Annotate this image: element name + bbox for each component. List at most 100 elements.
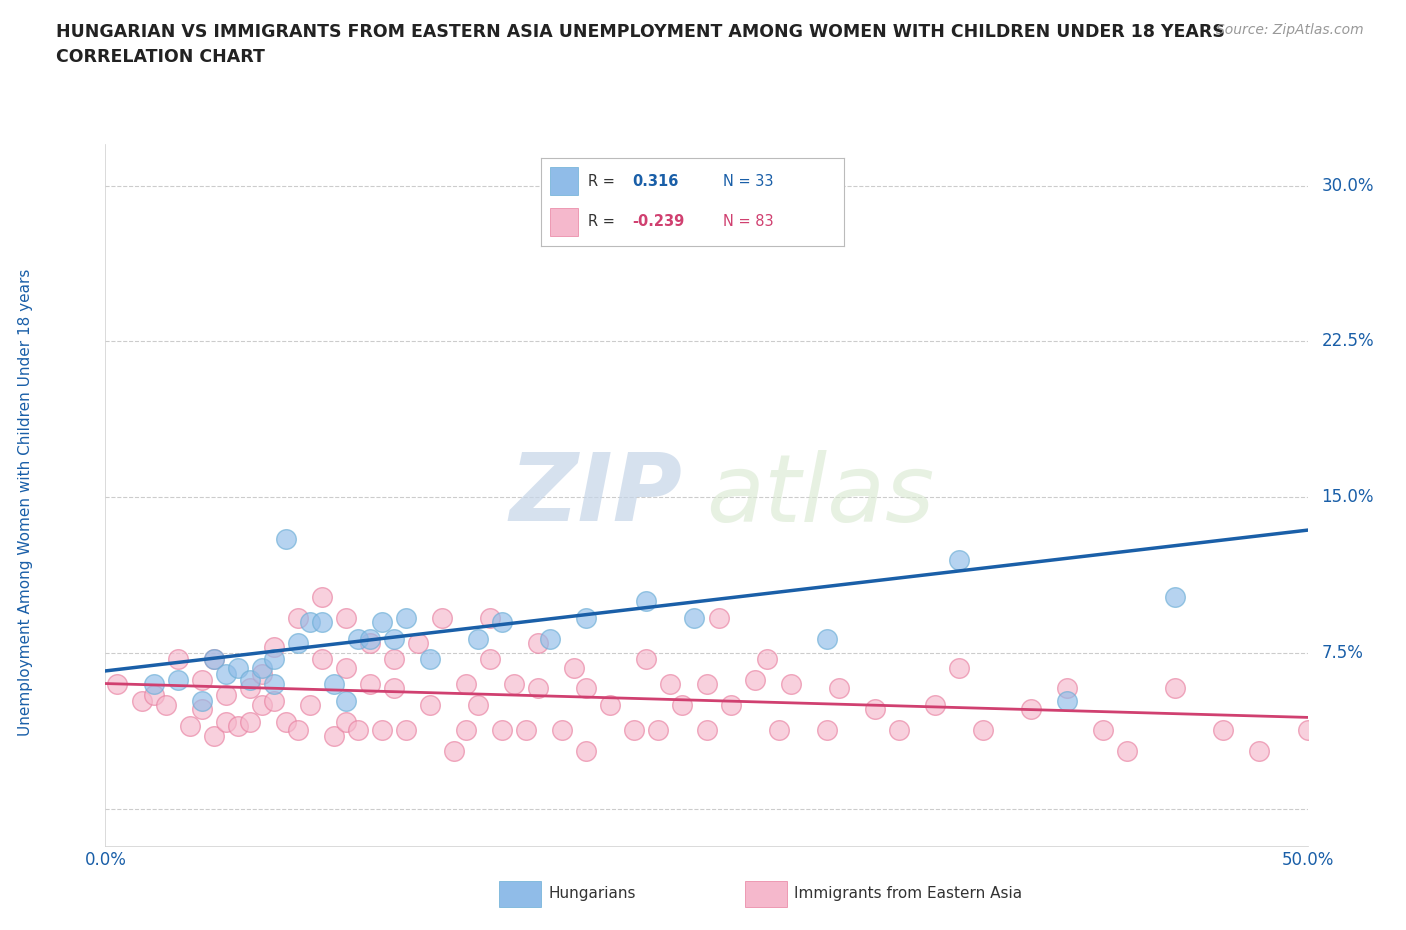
Point (1056, 681, 1078, 696)
Point (274, 714, 297, 729)
Text: 22.5%: 22.5% (1322, 333, 1374, 351)
Text: 0.316: 0.316 (633, 174, 678, 189)
Point (250, 667, 273, 682)
Point (155, 698, 177, 712)
Point (311, 590, 333, 604)
Point (551, 723, 574, 737)
Point (647, 723, 669, 737)
Point (491, 723, 513, 737)
Point (863, 702, 886, 717)
Point (1249, 743, 1271, 758)
Text: 30.0%: 30.0% (1322, 177, 1374, 194)
Point (575, 743, 598, 758)
Point (347, 631, 370, 646)
Point (359, 635, 381, 650)
Text: atlas: atlas (707, 450, 935, 540)
Point (972, 723, 994, 737)
Point (443, 743, 465, 758)
Text: 7.5%: 7.5% (1322, 644, 1364, 662)
Point (454, 677, 477, 692)
Point (202, 652, 225, 667)
Point (515, 723, 537, 737)
Point (815, 631, 838, 646)
Point (322, 677, 344, 692)
Point (659, 677, 682, 692)
Point (683, 610, 706, 625)
Text: ZIP: ZIP (509, 449, 682, 541)
Point (335, 610, 357, 625)
Point (503, 677, 526, 692)
Point (491, 615, 513, 630)
Point (287, 723, 309, 737)
Point (538, 631, 561, 646)
Point (239, 681, 262, 696)
Point (562, 660, 585, 675)
Text: HUNGARIAN VS IMMIGRANTS FROM EASTERN ASIA UNEMPLOYMENT AMONG WOMEN WITH CHILDREN: HUNGARIAN VS IMMIGRANTS FROM EASTERN ASI… (56, 23, 1225, 41)
Point (382, 652, 405, 667)
Point (671, 698, 693, 712)
Point (1116, 743, 1139, 758)
Text: -0.239: -0.239 (633, 214, 685, 229)
Point (768, 723, 790, 737)
Point (347, 723, 370, 737)
Point (250, 660, 273, 675)
Text: Hungarians: Hungarians (548, 886, 636, 901)
Point (744, 199, 766, 214)
Text: Source: ZipAtlas.com: Source: ZipAtlas.com (1216, 23, 1364, 37)
Point (298, 698, 321, 712)
Point (815, 723, 838, 737)
Point (454, 723, 477, 737)
Text: Unemployment Among Women with Children Under 18 years: Unemployment Among Women with Children U… (18, 269, 32, 736)
Point (335, 714, 357, 729)
Point (720, 698, 742, 712)
Point (707, 610, 730, 625)
Point (359, 677, 381, 692)
Point (142, 677, 165, 692)
Point (371, 615, 394, 630)
Point (467, 698, 489, 712)
Point (382, 631, 405, 646)
Point (1296, 723, 1319, 737)
Point (190, 702, 212, 717)
Point (527, 635, 550, 650)
Point (828, 681, 851, 696)
Point (190, 672, 212, 687)
Point (179, 718, 201, 733)
Point (107, 677, 129, 692)
Point (214, 714, 236, 729)
Point (1019, 702, 1042, 717)
Point (263, 652, 285, 667)
Text: 15.0%: 15.0% (1322, 488, 1374, 506)
Point (287, 610, 309, 625)
Point (382, 681, 405, 696)
Point (274, 531, 297, 546)
Point (1164, 681, 1187, 696)
Point (575, 610, 598, 625)
Point (166, 652, 188, 667)
Point (335, 694, 357, 709)
Point (287, 635, 309, 650)
Point (226, 660, 249, 675)
Point (623, 723, 645, 737)
Point (131, 694, 153, 709)
Point (527, 681, 550, 696)
Point (419, 698, 441, 712)
Point (298, 615, 321, 630)
Point (1092, 723, 1115, 737)
Point (263, 640, 285, 655)
Text: N = 83: N = 83 (723, 214, 773, 229)
Point (214, 667, 236, 682)
Point (636, 593, 658, 608)
Point (202, 729, 225, 744)
Point (575, 681, 598, 696)
Point (779, 677, 801, 692)
Point (636, 652, 658, 667)
Point (406, 635, 429, 650)
Point (166, 672, 188, 687)
Point (430, 610, 453, 625)
Text: Immigrants from Eastern Asia: Immigrants from Eastern Asia (794, 886, 1022, 901)
Point (1056, 694, 1078, 709)
Point (479, 652, 502, 667)
Point (744, 672, 766, 687)
Point (948, 660, 970, 675)
